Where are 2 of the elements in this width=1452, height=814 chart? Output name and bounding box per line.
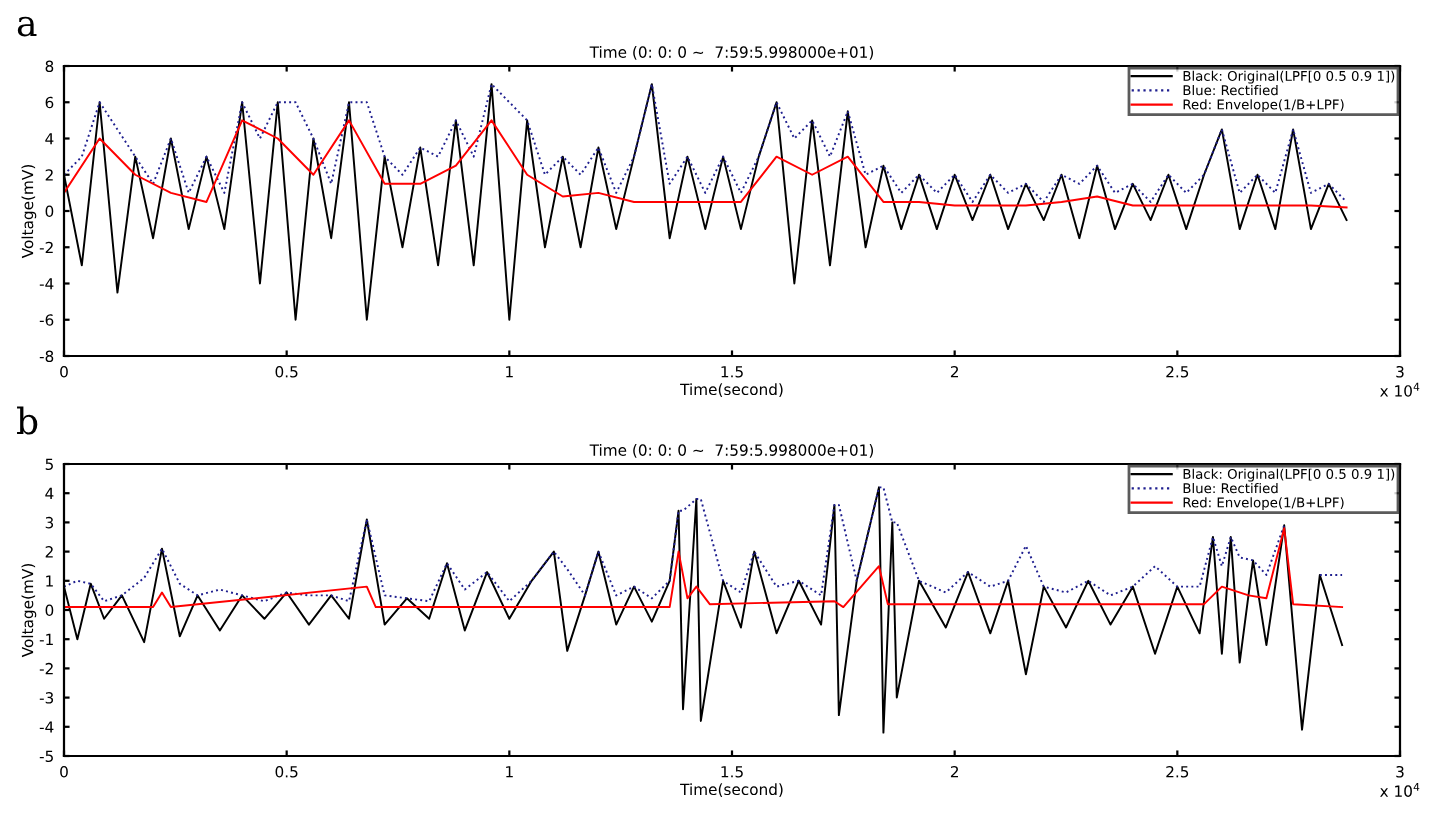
text: a xyxy=(17,16,37,37)
text: b xyxy=(17,406,38,435)
